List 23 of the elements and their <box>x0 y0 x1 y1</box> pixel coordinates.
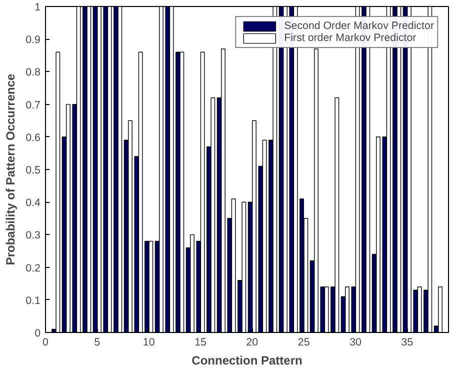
legend-label: Second Order Markov Predictor <box>284 20 434 32</box>
x-tick-label: 25 <box>298 336 310 348</box>
y-tick-label: 0.4 <box>26 197 41 210</box>
y-tick-label: 0.9 <box>26 34 41 46</box>
y-tick-label: 0.8 <box>26 66 41 79</box>
x-axis-title: Connection Pattern <box>192 354 302 368</box>
y-tick-label: 0.3 <box>26 230 41 242</box>
y-axis-title: Probability of Pattern Occurrence <box>4 73 18 266</box>
x-tick-label: 20 <box>246 336 258 348</box>
y-tick-label: 0.1 <box>26 294 41 307</box>
y-tick-label: 0 <box>34 328 41 340</box>
x-tick-label: 5 <box>94 336 100 348</box>
x-tick-label: 15 <box>194 336 206 348</box>
x-tick-label: 10 <box>142 336 155 348</box>
y-tick-label: 0.6 <box>26 132 41 144</box>
y-tick-label: 0.2 <box>26 262 41 274</box>
y-tick-label: 0.7 <box>26 99 41 112</box>
y-tick-label: 1 <box>34 2 41 14</box>
x-tick-label: 0 <box>42 336 49 348</box>
y-tick-label: 0.5 <box>26 164 41 176</box>
x-tick-label: 30 <box>350 336 362 348</box>
legend-label: First order Markov Predictor <box>284 32 416 44</box>
x-tick-label: 35 <box>401 336 414 348</box>
